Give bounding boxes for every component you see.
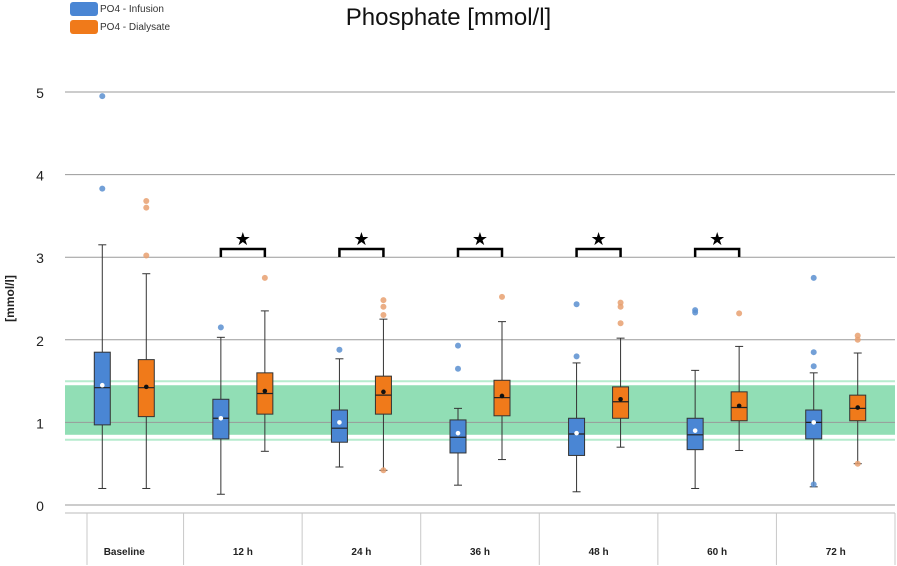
x-tick-label: 60 h — [707, 547, 727, 558]
reference-band — [65, 385, 895, 435]
mean-marker — [574, 430, 579, 436]
mean-marker — [218, 415, 224, 421]
significance-bracket — [456, 247, 504, 257]
outlier-point — [692, 307, 699, 314]
box — [449, 419, 467, 454]
significance-star: ★ — [709, 229, 725, 250]
mean-marker — [381, 389, 386, 395]
box — [330, 409, 348, 443]
significance-star: ★ — [591, 229, 607, 250]
mean-marker — [811, 420, 817, 425]
outlier-point — [617, 299, 624, 306]
mean-marker — [855, 405, 861, 410]
legend-swatch-infusion — [70, 2, 98, 16]
box — [686, 417, 704, 451]
legend-label-infusion: PO4 - Infusion — [100, 3, 164, 15]
legend-item-infusion: PO4 - Infusion — [70, 0, 170, 18]
outlier-point — [380, 312, 387, 319]
y-tick-label: 1 — [36, 415, 44, 431]
outlier-point — [810, 274, 817, 281]
outlier-point — [617, 303, 624, 310]
box — [568, 417, 586, 456]
mean-marker — [337, 420, 342, 425]
outlier-point — [380, 303, 387, 310]
significance-star: ★ — [353, 229, 369, 250]
outlier-point — [810, 481, 817, 488]
box — [612, 386, 630, 419]
outlier-point — [336, 346, 343, 353]
x-tick-label: 36 h — [470, 547, 490, 558]
legend-item-dialysate: PO4 - Dialysate — [70, 18, 170, 36]
y-tick-label: 3 — [36, 250, 44, 266]
significance-bracket — [575, 247, 622, 257]
legend: PO4 - Infusion PO4 - Dialysate — [70, 0, 170, 36]
mean-marker — [143, 384, 149, 390]
outlier-point — [573, 301, 580, 308]
significance-bracket — [219, 247, 267, 257]
significance-bracket — [338, 247, 385, 257]
outlier-point — [854, 336, 861, 343]
x-tick-label: Baseline — [104, 547, 146, 558]
outlier-point — [455, 365, 461, 372]
outlier-point — [810, 363, 817, 370]
outlier-point — [380, 297, 387, 304]
mean-marker — [499, 393, 505, 399]
x-tick-label: 72 h — [826, 547, 846, 558]
outlier-point — [455, 342, 461, 349]
y-tick-label: 0 — [36, 498, 44, 514]
outlier-point — [736, 310, 743, 317]
x-tick-label: 12 h — [233, 547, 253, 558]
mean-marker — [618, 396, 623, 402]
legend-label-dialysate: PO4 - Dialysate — [100, 21, 171, 33]
outlier-point — [617, 320, 624, 327]
outlier-point — [143, 198, 150, 205]
outlier-point — [854, 332, 861, 339]
outlier-point — [573, 353, 580, 360]
legend-swatch-dialysate — [70, 20, 98, 34]
significance-star: ★ — [235, 229, 251, 250]
outlier-point — [217, 324, 224, 331]
y-axis-label: [mmol/l] — [3, 275, 17, 322]
outlier-point — [143, 204, 150, 211]
y-tick-label: 2 — [36, 333, 44, 349]
mean-marker — [262, 388, 268, 394]
outlier-point — [499, 293, 505, 300]
y-tick-label: 5 — [36, 85, 44, 101]
outlier-point — [261, 274, 268, 281]
mean-marker — [736, 403, 742, 409]
outlier-point — [143, 252, 150, 259]
x-tick-label: 24 h — [351, 547, 371, 558]
outlier-point — [854, 460, 861, 467]
outlier-point — [99, 93, 106, 100]
box — [93, 351, 111, 426]
mean-marker — [455, 430, 461, 436]
significance-star: ★ — [472, 229, 488, 250]
outlier-point — [810, 349, 817, 356]
mean-marker — [99, 382, 105, 388]
significance-bracket — [693, 247, 741, 257]
mean-marker — [692, 428, 698, 433]
chart-title: Phosphate [mmol/l] — [345, 4, 552, 31]
y-tick-label: 4 — [36, 168, 44, 184]
outlier-point — [380, 467, 387, 474]
x-tick-label: 48 h — [589, 547, 609, 558]
outlier-point — [99, 185, 106, 192]
